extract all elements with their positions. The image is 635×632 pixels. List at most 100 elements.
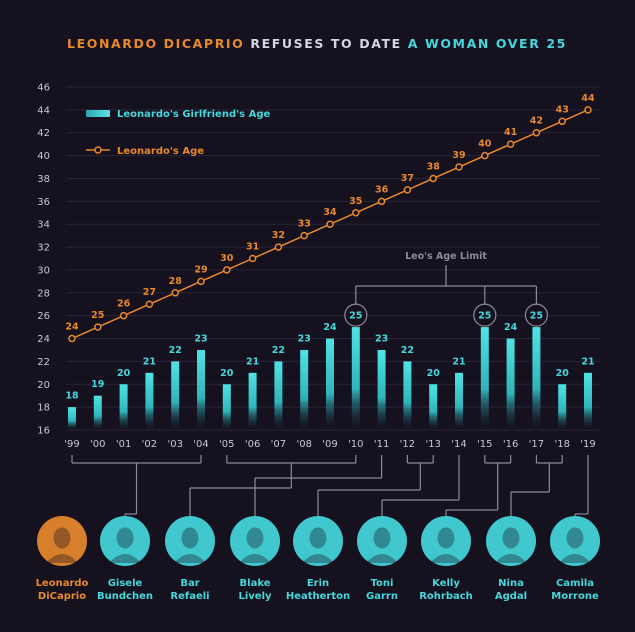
x-tick-label: '13	[425, 439, 440, 450]
age-value-label: 28	[169, 276, 183, 287]
person-last-name: Lively	[238, 591, 272, 602]
bar-value-label: 20	[427, 368, 441, 379]
portrait-shoulders	[495, 554, 527, 563]
age-point	[300, 231, 308, 240]
portrait-circle	[37, 516, 87, 566]
portrait-circle	[230, 516, 280, 566]
bar	[274, 361, 283, 430]
y-tick-label: 26	[37, 311, 50, 322]
bar	[351, 327, 360, 430]
person-first-name: Nina	[498, 578, 524, 589]
age-limit-annotation: Leo's Age Limit	[405, 251, 487, 262]
age-value-label: 31	[246, 242, 259, 253]
bar	[119, 384, 128, 430]
y-tick-label: 20	[37, 380, 50, 391]
x-tick-label: '08	[296, 439, 311, 450]
bar-value-label: 25	[478, 311, 491, 322]
y-tick-label: 38	[37, 174, 50, 185]
x-tick-label: '02	[142, 439, 157, 450]
age-point	[119, 311, 128, 320]
bar-value-label: 24	[504, 322, 518, 333]
bar	[480, 327, 489, 430]
bar	[197, 349, 205, 430]
bar-value-label: 21	[452, 356, 465, 367]
x-tick-label: '07	[271, 439, 286, 450]
age-value-label: 39	[452, 150, 465, 161]
blake-portrait: Blake Lively	[230, 516, 280, 602]
age-point	[352, 209, 360, 217]
age-point	[455, 163, 463, 171]
portrait-circle	[293, 516, 343, 566]
legend: Leonardo's Girlfriend's Age Leonardo's A…	[86, 109, 271, 157]
bar	[532, 327, 541, 430]
person-last-name: Bundchen	[97, 591, 153, 602]
age-point	[532, 128, 541, 137]
bar-value-label: 21	[246, 356, 259, 367]
age-value-label: 40	[478, 139, 492, 150]
y-tick-label: 42	[37, 128, 50, 139]
bar	[326, 338, 334, 430]
bar	[558, 384, 567, 430]
y-tick-label: 36	[37, 197, 50, 208]
bar-value-label: 20	[556, 368, 570, 379]
bar-value-label: 20	[220, 368, 234, 379]
x-tick-label: '06	[245, 439, 260, 450]
age-value-label: 30	[220, 253, 234, 264]
portrait-circle	[421, 516, 471, 566]
age-point	[481, 151, 489, 160]
connector-lines	[71, 455, 589, 516]
portrait-head	[502, 527, 520, 549]
bar-value-label: 25	[530, 311, 543, 322]
age-value-label: 38	[427, 161, 441, 172]
bar-value-label: 24	[323, 322, 337, 333]
y-axis-ticks: 16 18 20 22 24 26 28 30 32 34 36 38 40 42 44 46	[37, 83, 50, 437]
x-tick-label: '11	[374, 439, 389, 450]
portrait-head	[566, 527, 584, 549]
gisele-portrait: Gisele Bundchen	[97, 516, 153, 602]
bar-portrait: Bar Refaeli	[165, 516, 215, 602]
age-point	[326, 220, 334, 228]
age-point	[377, 197, 386, 206]
portrait-circle	[486, 516, 536, 566]
portrait-head	[181, 527, 199, 549]
bar-value-label: 22	[401, 345, 414, 356]
portrait-head	[373, 527, 391, 549]
age-point	[197, 277, 205, 286]
portrait-circle	[165, 516, 215, 566]
bar-value-label: 21	[143, 356, 156, 367]
bar	[222, 384, 231, 430]
toni-portrait: Toni Garrn	[357, 516, 407, 602]
x-tick-label: '17	[529, 439, 544, 450]
portrait-shoulders	[302, 554, 334, 563]
age-point	[248, 254, 257, 263]
portrait-shoulders	[366, 554, 398, 563]
legend-bar-label: Leonardo's Girlfriend's Age	[117, 109, 271, 120]
bar	[429, 384, 438, 430]
x-tick-label: '05	[219, 439, 234, 450]
age-value-label: 42	[530, 116, 543, 127]
age-point	[558, 117, 566, 126]
age-point	[171, 289, 179, 297]
title-part-3: A WOMAN OVER 25	[408, 36, 567, 51]
bar-value-label: 23	[375, 333, 388, 344]
portrait-circle	[550, 516, 600, 566]
age-point	[223, 266, 231, 274]
bars: 18 19 20 21 22 23 20 21 22 23 24 25 23 22 20 21 25 24 25 20…	[65, 303, 595, 430]
y-tick-label: 34	[37, 220, 50, 231]
person-last-name: Agdal	[495, 591, 527, 602]
y-tick-label: 40	[37, 151, 50, 162]
age-value-label: 44	[581, 93, 595, 104]
bar	[300, 349, 309, 430]
person-last-name: Rohrbach	[419, 591, 473, 602]
chart-title: LEONARDO DICAPRIO REFUSES TO DATE A WOMA…	[67, 36, 567, 51]
x-tick-label: '10	[348, 439, 363, 450]
person-first-name: Bar	[180, 578, 199, 589]
age-value-label: 26	[117, 299, 131, 310]
bar-value-label: 21	[581, 356, 594, 367]
person-first-name: Blake	[240, 578, 271, 589]
y-tick-label: 22	[37, 357, 50, 368]
x-tick-label: '03	[167, 439, 182, 450]
bar	[93, 395, 102, 430]
person-last-name: Garrn	[366, 591, 398, 602]
